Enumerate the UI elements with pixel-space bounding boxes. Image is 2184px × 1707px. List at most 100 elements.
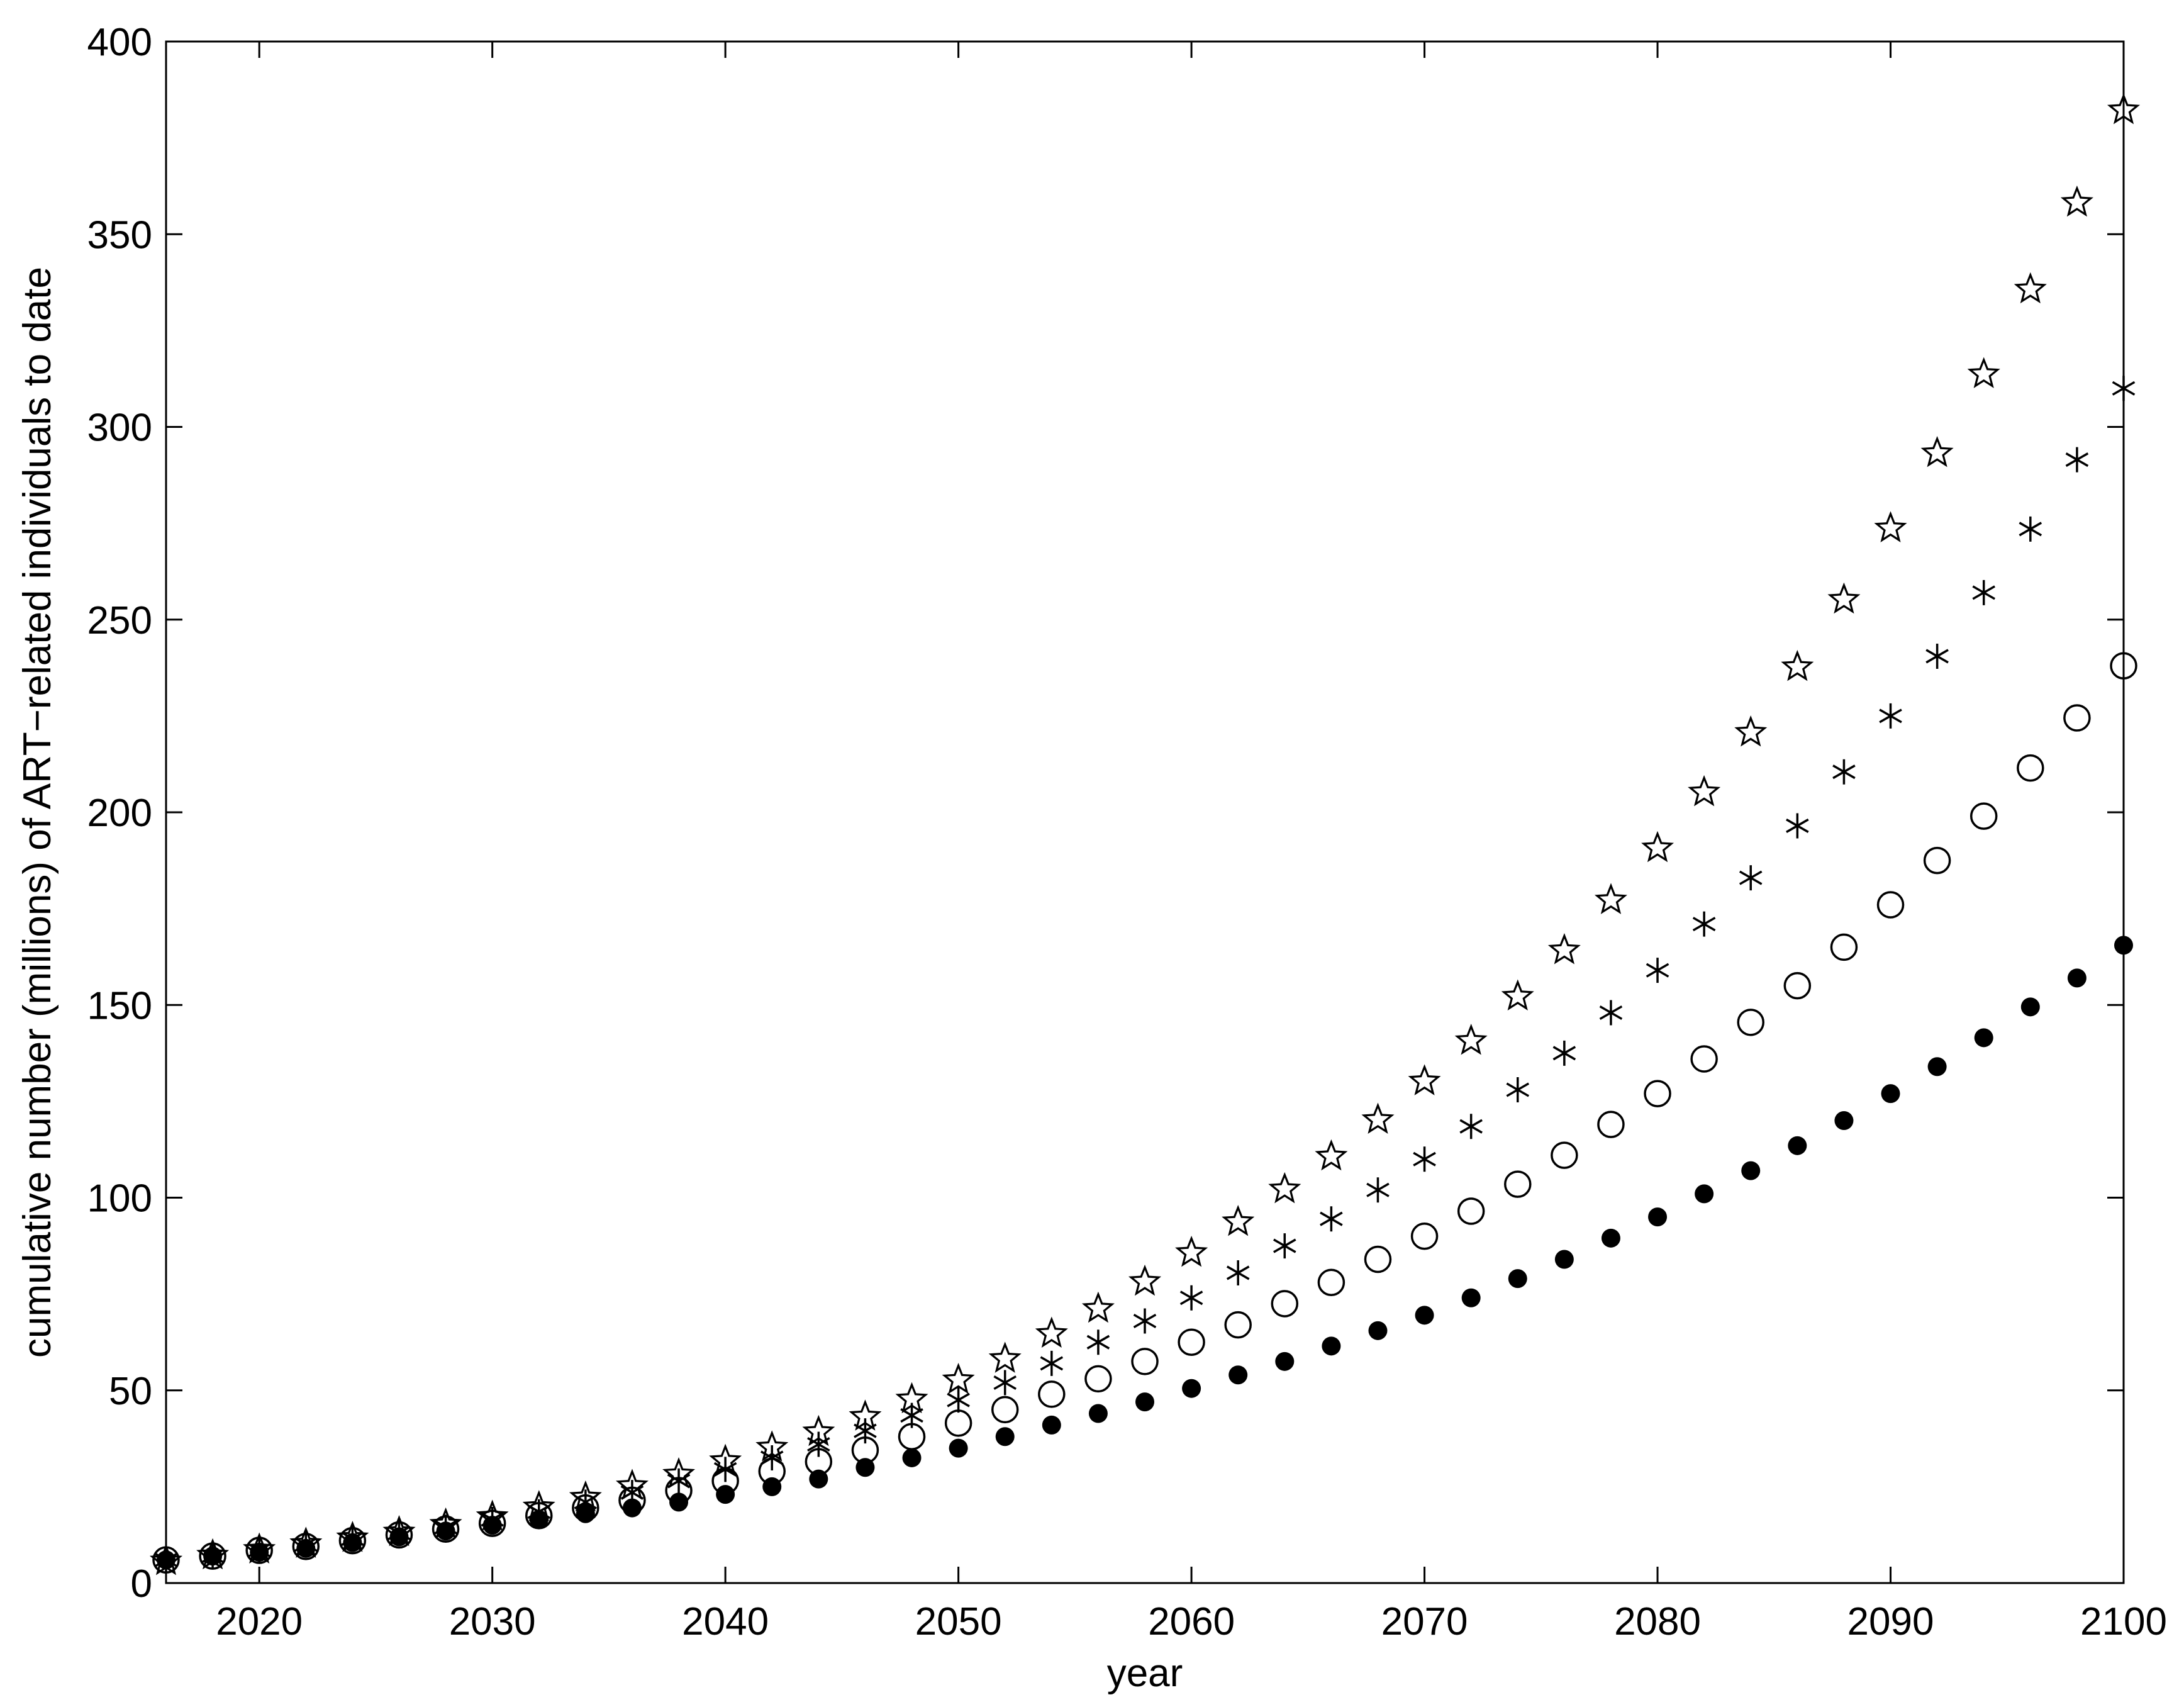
data-point-filled-circle <box>2067 968 2086 988</box>
data-point-open-circle <box>2063 704 2091 732</box>
data-point-asterisk <box>993 1370 1017 1396</box>
data-point-asterisk <box>1413 1146 1436 1172</box>
data-series <box>149 92 2141 1575</box>
data-point-filled-circle <box>1088 1404 1108 1423</box>
series-open-circle <box>152 652 2137 1574</box>
x-tick-label: 2030 <box>449 1600 536 1643</box>
data-point-star <box>615 1469 649 1500</box>
data-point-filled-circle <box>762 1477 782 1496</box>
x-tick-label: 2060 <box>1148 1600 1235 1643</box>
data-point-star <box>1967 357 2000 388</box>
data-point-asterisk <box>1972 579 1995 605</box>
data-point-filled-circle <box>1415 1306 1434 1325</box>
y-tick-label: 400 <box>87 21 152 64</box>
data-point-open-circle <box>1038 1380 1066 1408</box>
data-point-open-circle <box>1551 1141 1578 1169</box>
data-point-open-circle <box>1224 1311 1252 1339</box>
data-point-open-circle <box>1364 1245 1392 1273</box>
data-point-asterisk <box>1739 865 1763 891</box>
data-point-filled-circle <box>1974 1028 1993 1048</box>
data-point-open-circle <box>1783 971 1812 1000</box>
series-star <box>149 92 2141 1575</box>
data-point-star <box>2107 92 2141 125</box>
x-tick-label: 2100 <box>2080 1600 2167 1643</box>
data-point-asterisk <box>1226 1260 1250 1285</box>
data-point-open-circle <box>1084 1365 1112 1393</box>
data-point-star <box>1920 435 1954 467</box>
data-point-open-circle <box>1271 1290 1299 1318</box>
data-point-filled-circle <box>902 1448 922 1467</box>
data-point-star <box>709 1443 742 1475</box>
y-tick-label: 0 <box>131 1562 152 1606</box>
x-axis-ticks: 2020 2030 2040 2050 2060 2070 2080 2090 2100 <box>216 42 2167 1643</box>
data-point-star <box>196 1538 230 1570</box>
y-tick-label: 300 <box>87 406 152 450</box>
data-point-asterisk <box>1786 813 1809 839</box>
y-axis-ticks: 0 50 100 150 200 250 300 350 400 <box>87 21 2124 1606</box>
data-point-filled-circle <box>1182 1379 1201 1398</box>
data-point-star <box>1315 1139 1348 1171</box>
data-point-star <box>1547 933 1581 965</box>
data-point-asterisk <box>1506 1077 1530 1102</box>
data-point-filled-circle <box>1741 1161 1761 1180</box>
data-point-filled-circle <box>949 1438 968 1458</box>
data-point-star <box>149 1543 183 1575</box>
data-point-star <box>243 1532 276 1564</box>
data-point-star <box>1827 582 1861 614</box>
data-point-asterisk <box>1040 1350 1064 1376</box>
data-point-filled-circle <box>1648 1207 1668 1227</box>
data-point-filled-circle <box>1322 1336 1341 1356</box>
data-point-star <box>1361 1102 1395 1134</box>
data-point-open-circle <box>1970 802 1998 830</box>
data-point-star <box>1035 1316 1068 1348</box>
x-tick-label: 2020 <box>216 1600 303 1643</box>
data-point-star <box>382 1514 416 1547</box>
data-point-filled-circle <box>2020 997 2040 1017</box>
data-point-filled-circle <box>1368 1321 1388 1340</box>
data-point-star <box>1501 979 1534 1011</box>
data-point-open-circle <box>1876 891 1905 919</box>
data-point-star <box>2060 185 2093 217</box>
data-point-filled-circle <box>1508 1269 1527 1289</box>
data-point-asterisk <box>1552 1040 1576 1066</box>
data-point-asterisk <box>1646 958 1669 983</box>
data-point-star <box>988 1341 1022 1373</box>
data-point-asterisk <box>1366 1177 1390 1203</box>
data-point-asterisk <box>2112 376 2136 401</box>
data-point-filled-circle <box>995 1427 1015 1447</box>
data-point-asterisk <box>1459 1114 1483 1139</box>
x-tick-label: 2080 <box>1614 1600 1701 1643</box>
data-point-open-circle <box>1504 1170 1532 1198</box>
data-point-asterisk <box>1273 1233 1296 1259</box>
data-point-star <box>1268 1172 1301 1204</box>
data-point-star <box>569 1480 602 1512</box>
data-point-open-circle <box>1830 933 1858 961</box>
data-point-star <box>1222 1204 1255 1236</box>
data-point-asterisk <box>1086 1329 1110 1355</box>
data-point-asterisk <box>947 1387 970 1413</box>
data-point-star <box>1408 1064 1441 1095</box>
data-point-star <box>429 1507 462 1539</box>
x-axis-label: year <box>1107 1652 1183 1695</box>
y-axis-label: cumulative number (millions) of ART−rela… <box>16 267 59 1358</box>
data-point-star <box>289 1526 323 1558</box>
data-point-star <box>1688 775 1721 807</box>
data-point-open-circle <box>991 1396 1019 1424</box>
data-point-open-circle <box>1923 846 1951 875</box>
x-tick-label: 2050 <box>915 1600 1002 1643</box>
data-point-asterisk <box>2065 447 2089 473</box>
data-point-open-circle <box>1178 1328 1205 1356</box>
data-point-star <box>895 1382 928 1414</box>
data-point-asterisk <box>1925 643 1949 669</box>
data-point-filled-circle <box>1788 1136 1807 1155</box>
data-point-asterisk <box>1692 911 1716 937</box>
data-point-star <box>1594 883 1627 914</box>
series-asterisk <box>154 376 2136 1573</box>
data-point-asterisk <box>1179 1285 1203 1311</box>
data-point-open-circle <box>1410 1223 1439 1250</box>
data-point-open-circle <box>1131 1348 1159 1375</box>
data-point-filled-circle <box>1461 1288 1481 1307</box>
data-point-asterisk <box>1879 703 1902 729</box>
